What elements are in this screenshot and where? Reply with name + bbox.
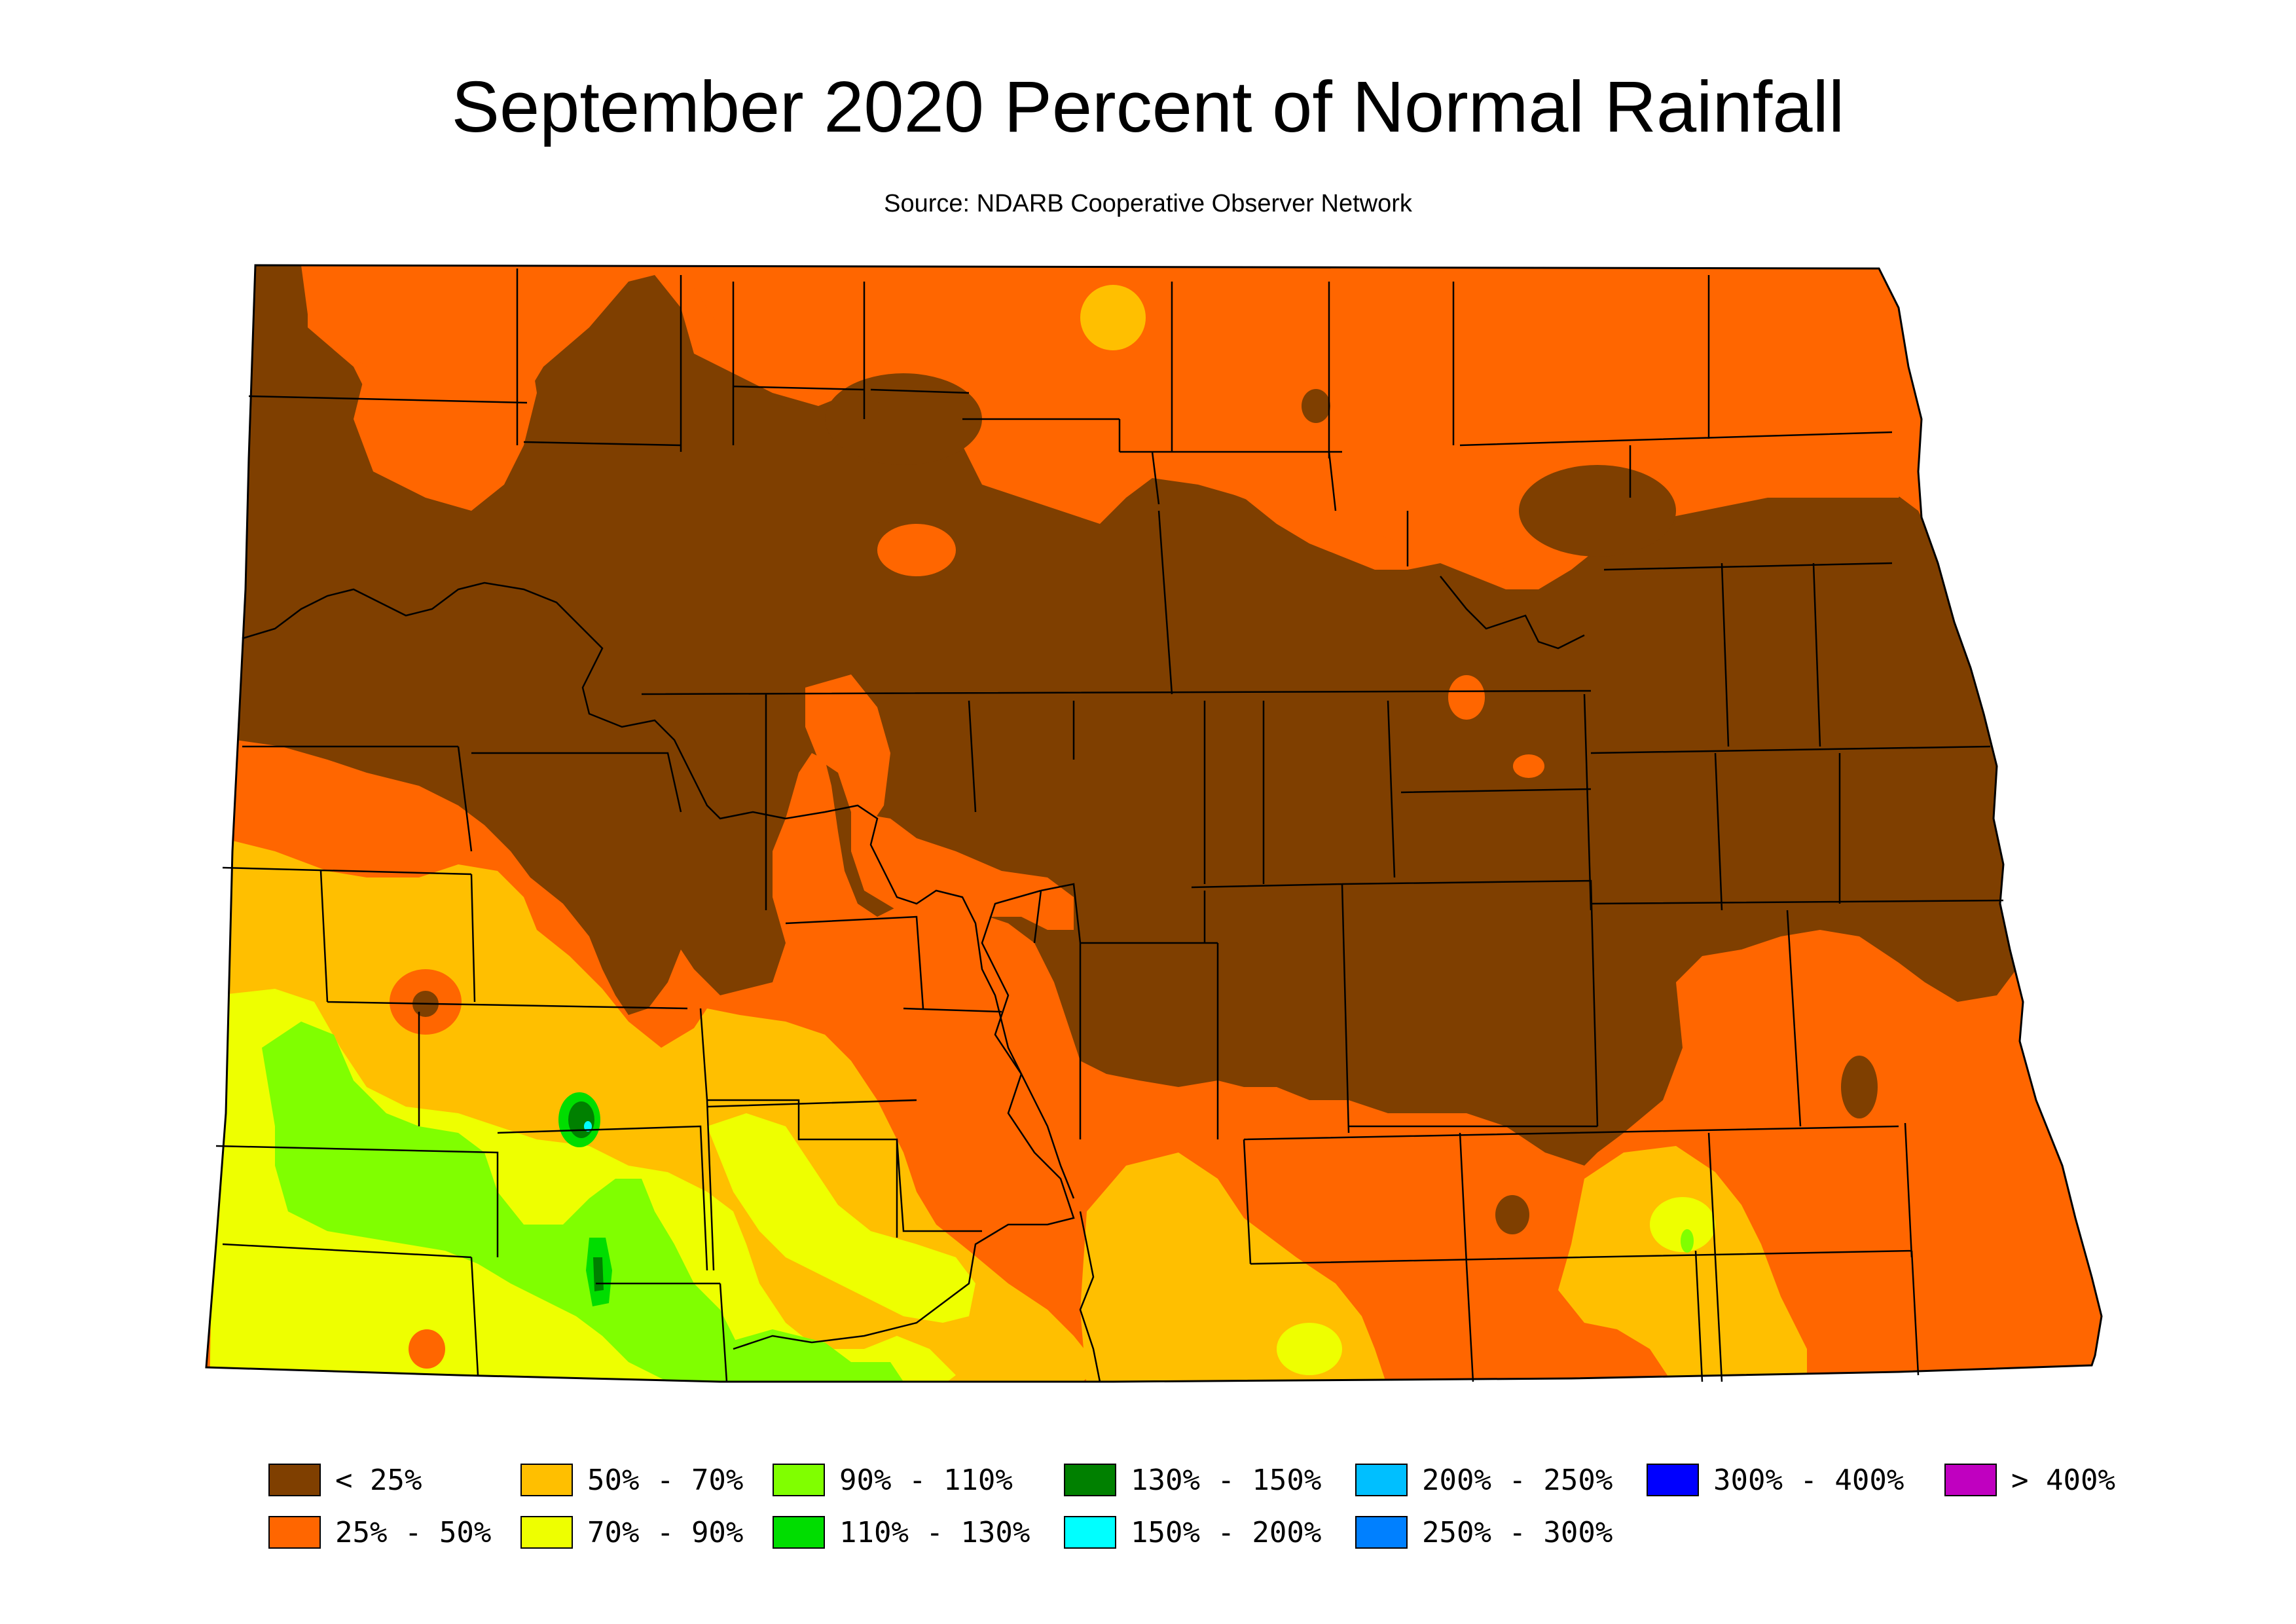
legend-swatch: [1355, 1516, 1408, 1549]
zone-lt25-main: [229, 265, 2016, 1166]
zone-25-50-west-lobe: [301, 265, 537, 511]
zone-90-110-southwest: [262, 1022, 740, 1382]
legend-label: 250% - 300%: [1422, 1515, 1613, 1549]
zone-25-50-blob-a: [877, 524, 956, 576]
zone-150-200-spot: [584, 1121, 592, 1132]
legend-item: 70% - 90%: [520, 1513, 743, 1552]
legend-label: 150% - 200%: [1131, 1515, 1322, 1549]
legend-label: < 25%: [335, 1463, 422, 1497]
legend-item: 90% - 110%: [773, 1460, 1013, 1500]
legend-swatch: [773, 1464, 825, 1496]
legend-swatch: [1064, 1464, 1116, 1496]
legend-item: 110% - 130%: [773, 1513, 1030, 1552]
map-title: September 2020 Percent of Normal Rainfal…: [451, 67, 1845, 147]
legend-swatch: [773, 1516, 825, 1549]
zone-50-70-southeast: [1558, 1146, 1807, 1382]
legend-item: 130% - 150%: [1064, 1460, 1321, 1500]
zone-70-90-south-middle: [707, 1113, 975, 1323]
legend-item: > 400%: [1944, 1460, 2115, 1500]
legend-label: > 400%: [2011, 1463, 2115, 1497]
zone-90-110-se-spot: [1681, 1229, 1694, 1253]
zone-25-50-central-spur: [805, 674, 890, 825]
zone-lt25-s-spot: [1495, 1195, 1529, 1234]
zone-lt25-ne-blob: [1519, 465, 1676, 557]
legend-label: 25% - 50%: [335, 1515, 492, 1549]
zone-50-70-north-spot: [1080, 285, 1146, 350]
legend-item: 300% - 400%: [1647, 1460, 1904, 1500]
legend-swatch: [1944, 1464, 1997, 1496]
legend-swatch: [268, 1516, 321, 1549]
legend-swatch: [1355, 1464, 1408, 1496]
legend-item: 25% - 50%: [268, 1513, 491, 1552]
legend-label: 90% - 110%: [839, 1463, 1013, 1497]
zone-lt25-spot-a: [1302, 389, 1330, 423]
legend-item: 200% - 250%: [1355, 1460, 1613, 1500]
zone-90-110-south-strip: [720, 1329, 903, 1382]
zone-70-90-south-spot: [1277, 1323, 1342, 1375]
legend-swatch: [1647, 1464, 1699, 1496]
legend-label: 130% - 150%: [1131, 1463, 1322, 1497]
legend-swatch: [520, 1464, 573, 1496]
legend-label: 70% - 90%: [587, 1515, 744, 1549]
legend-swatch: [1064, 1516, 1116, 1549]
legend-label: 50% - 70%: [587, 1463, 744, 1497]
zone-lt25-north-blob: [825, 373, 982, 465]
legend-item: < 25%: [268, 1460, 422, 1500]
legend-item: 50% - 70%: [520, 1460, 743, 1500]
zone-25-50-sw-spot-b: [409, 1329, 445, 1369]
zone-25-50-blob-c: [1513, 754, 1544, 778]
legend-item: 250% - 300%: [1355, 1513, 1613, 1552]
legend: < 25% 25% - 50% 50% - 70% 70% - 90% 90% …: [268, 1460, 2167, 1559]
legend-swatch: [268, 1464, 321, 1496]
zone-25-50-blob-b: [1448, 675, 1485, 720]
zone-130-150-spot: [568, 1101, 594, 1138]
zone-70-90-west: [210, 989, 956, 1382]
legend-item: 150% - 200%: [1064, 1513, 1321, 1552]
legend-label: 300% - 400%: [1713, 1463, 1904, 1497]
rainfall-fill-layer: [206, 265, 2102, 1382]
zone-70-90-se-spot: [1650, 1197, 1715, 1252]
zone-lt25-se-spot: [1841, 1056, 1878, 1118]
legend-swatch: [520, 1516, 573, 1549]
county-boundaries: [215, 268, 2004, 1382]
legend-label: 200% - 250%: [1422, 1463, 1613, 1497]
zone-130-150-strip: [593, 1257, 604, 1291]
map-subtitle: Source: NDARB Cooperative Observer Netwo…: [884, 190, 1412, 217]
legend-label: 110% - 130%: [839, 1515, 1030, 1549]
rivers: [242, 576, 1585, 1199]
